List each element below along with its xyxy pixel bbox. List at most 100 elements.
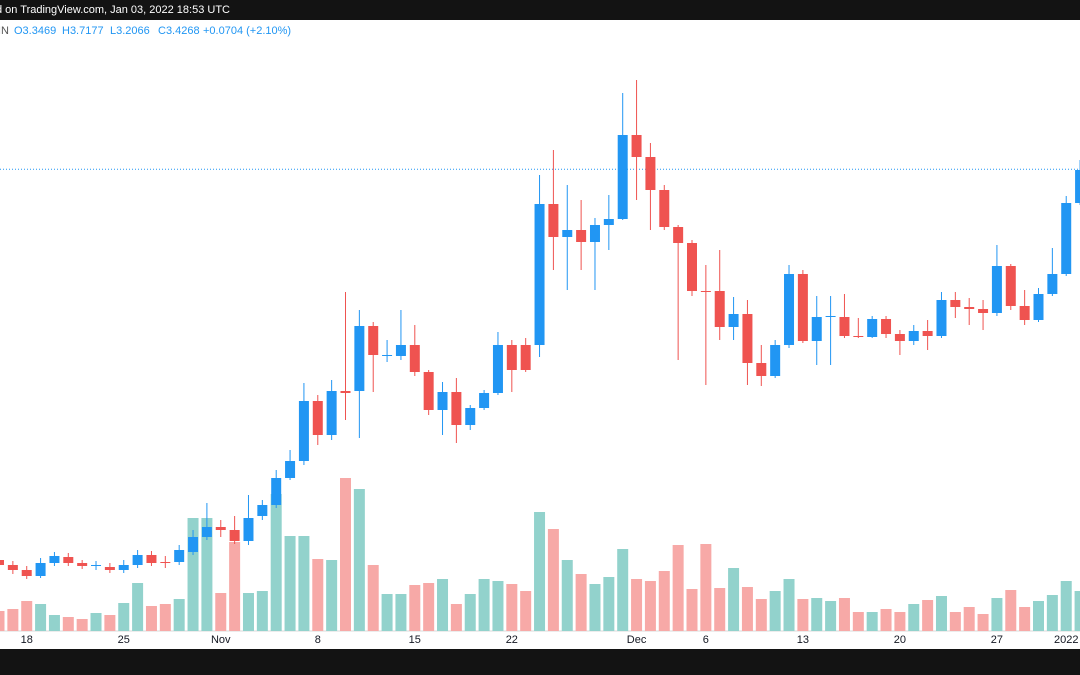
candle-body (867, 319, 878, 337)
legend-high: H3.7177 (62, 25, 104, 37)
volume-bar (1046, 595, 1058, 631)
volume-bar (62, 617, 74, 631)
volume-bar (686, 589, 698, 631)
volume-bar (104, 615, 116, 631)
volume-bar (797, 599, 809, 631)
candle-body (188, 537, 199, 552)
candle-body (520, 345, 531, 370)
volume-bar (520, 591, 532, 631)
candle-body (631, 135, 642, 157)
candle-body (35, 563, 46, 576)
candle-body (964, 307, 975, 309)
volume-bar (700, 544, 712, 631)
volume-bar (159, 604, 171, 631)
candle-body (576, 230, 587, 242)
candle-body (174, 550, 185, 562)
volume-bar (76, 619, 88, 631)
candle-body (659, 190, 670, 227)
candle-body (368, 326, 379, 355)
volume-bar (575, 574, 587, 631)
candle-body (146, 555, 157, 563)
volume-bar (1033, 601, 1044, 631)
volume-bar (270, 494, 282, 631)
candle-body (1047, 274, 1058, 294)
candle-body (326, 391, 337, 435)
candle-body (673, 227, 684, 243)
candle-body (784, 274, 795, 345)
candle-body (21, 570, 32, 576)
volume-bar (506, 584, 518, 631)
x-tick-label: 2022 (1054, 634, 1078, 646)
volume-bar (728, 568, 740, 631)
candle-body (894, 334, 905, 341)
candle-body (437, 392, 448, 410)
volume-bar (977, 614, 989, 631)
volume-bar (561, 560, 573, 631)
candle-body (534, 204, 545, 345)
volume-bar (409, 585, 421, 631)
volume-bar (922, 600, 934, 631)
volume-bar (492, 581, 504, 631)
candle-body (881, 319, 892, 334)
candle-body (77, 563, 88, 566)
candle-body (451, 392, 462, 425)
candle-body (978, 309, 989, 313)
candle-body (714, 291, 725, 327)
candle-body (285, 461, 296, 478)
x-tick-label: 18 (21, 634, 33, 646)
candle-body (7, 565, 18, 570)
volume-bar (714, 588, 726, 631)
volume-bar (838, 598, 850, 631)
candle-body (603, 219, 614, 225)
candle-body (922, 331, 933, 336)
volume-bar (1060, 581, 1072, 631)
volume-bar (811, 598, 823, 631)
x-tick-label: 6 (703, 634, 709, 646)
legend-change: +0.0704 (+2.10%) (203, 25, 291, 37)
volume-bar (423, 583, 435, 631)
candle-body (160, 562, 171, 563)
volume-bar (450, 604, 462, 631)
candle-body (1019, 306, 1030, 320)
x-tick-label: 25 (118, 634, 130, 646)
header-text: d on TradingView.com, Jan 03, 2022 18:53… (0, 4, 230, 16)
volume-bar (298, 536, 310, 631)
volume-bar (755, 599, 767, 631)
candle-body (853, 336, 864, 337)
candle-body (215, 527, 226, 530)
volume-bar (242, 593, 254, 631)
x-tick-label: Dec (627, 634, 647, 646)
candle-body (1005, 266, 1016, 306)
candle-body (91, 565, 102, 566)
candle-body (132, 555, 143, 565)
volume-bar (7, 609, 19, 631)
volume-bar (949, 612, 961, 631)
volume-bar (1074, 591, 1080, 631)
candle-body (0, 560, 4, 565)
volume-bar (187, 518, 199, 631)
volume-bar (783, 579, 795, 631)
volume-bar (908, 604, 920, 631)
volume-bar (935, 596, 947, 631)
volume-bar (658, 571, 670, 631)
candle-body (423, 372, 434, 410)
volume-bar (672, 545, 684, 631)
candle-body (548, 204, 559, 237)
volume-bar (464, 594, 476, 631)
volume-bar (852, 612, 864, 631)
candle-body (756, 363, 767, 376)
candle-body (271, 478, 282, 505)
x-tick-label: 27 (991, 634, 1003, 646)
volume-bar (132, 583, 144, 631)
candle-body (340, 391, 351, 393)
candle-body (49, 556, 60, 563)
legend: IN O3.3469 H3.7177 L3.2066 C3.4268 +0.07… (0, 25, 291, 37)
volume-bar (825, 601, 837, 631)
volume-bar (1019, 607, 1031, 631)
volume-bar (201, 518, 213, 631)
legend-low: L3.2066 (110, 25, 150, 37)
volume-bar (284, 536, 296, 631)
volume-bar (21, 601, 33, 631)
